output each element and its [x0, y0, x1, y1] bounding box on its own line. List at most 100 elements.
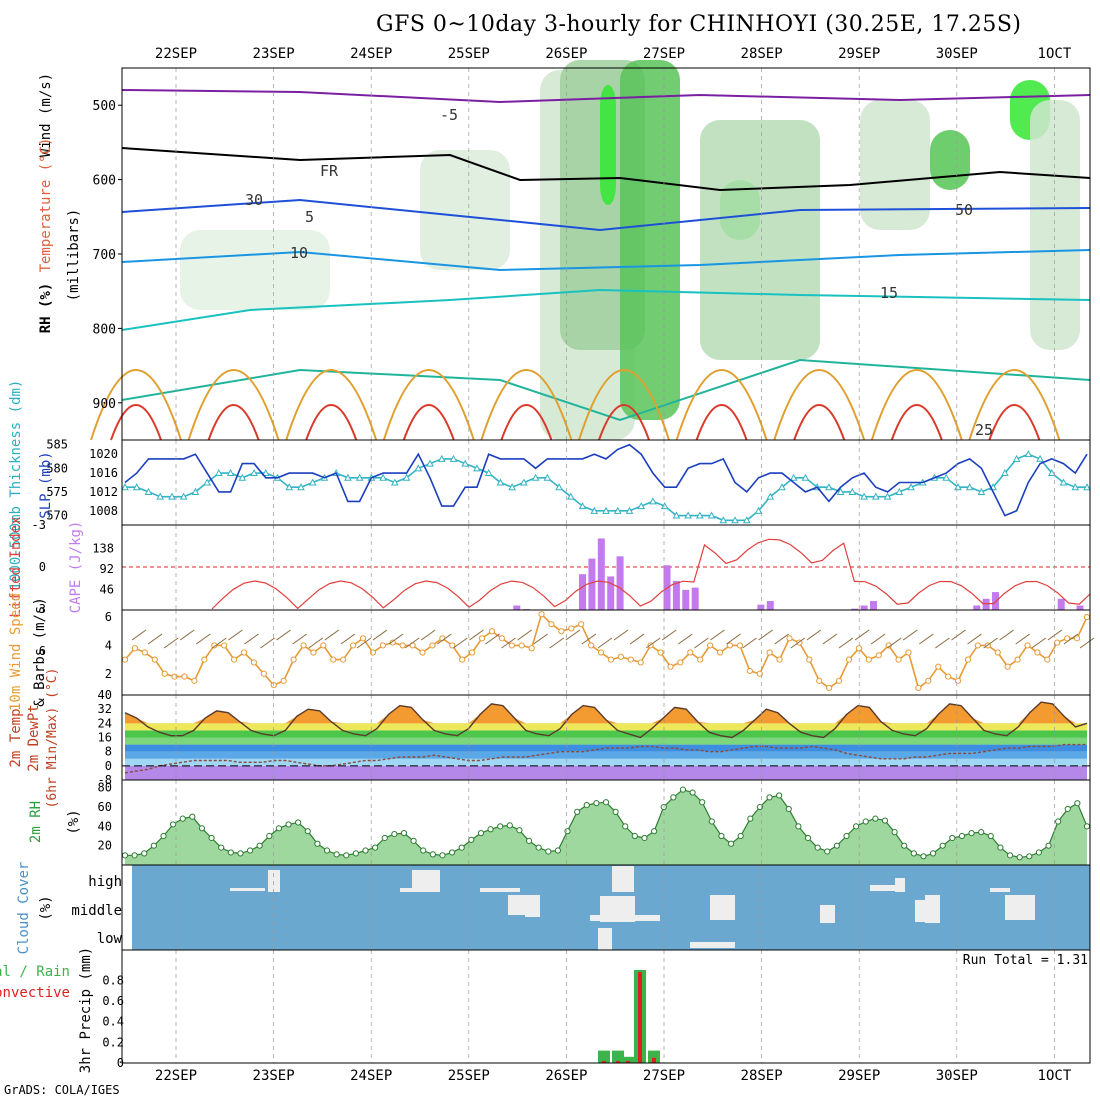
cape-bar: [513, 605, 521, 610]
precip-total-bar-4: [648, 1050, 660, 1063]
cape-bar: [757, 604, 765, 610]
wind10-point: [399, 642, 406, 649]
wind-barb: [758, 629, 773, 641]
wind10-point: [290, 656, 297, 663]
contour-surface-warm-6: [675, 369, 768, 441]
wind10-point: [300, 642, 307, 649]
wind-barb: [388, 633, 404, 645]
wind10-point: [558, 628, 565, 635]
wind10-point: [1014, 656, 1021, 663]
precip-total-bar-1: [612, 1050, 624, 1063]
thickness-point: [965, 483, 974, 491]
precip-conv-bar-3: [638, 972, 642, 1063]
rh-point: [651, 828, 658, 835]
wind10-point: [627, 656, 634, 663]
rh-point: [785, 805, 792, 813]
wind-barb: [163, 637, 179, 649]
dewpoint-line: [124, 743, 1087, 774]
rh-point: [506, 822, 513, 829]
wind-barb: [1031, 637, 1047, 649]
thickness-point: [156, 492, 165, 500]
thickness-ylabel: 1000-500mb Thickness (dm): [8, 380, 24, 591]
rh-point: [901, 842, 908, 849]
thickness-tick-0: 570: [46, 509, 68, 523]
wind10-point: [1034, 649, 1041, 656]
wind-barb: [1079, 637, 1095, 649]
rh-point: [141, 850, 148, 857]
thickness-point: [672, 511, 681, 519]
rh-point: [246, 847, 254, 854]
wind10-point: [776, 656, 783, 663]
wind10-point: [1024, 642, 1031, 649]
wind-barb: [147, 633, 163, 645]
rh-point: [275, 825, 283, 832]
contour-5: [121, 198, 1091, 232]
thickness-point: [531, 473, 540, 481]
cape-tick-1: 92: [100, 562, 114, 576]
rh-point: [756, 803, 764, 811]
wind-barb: [919, 633, 934, 645]
lifted-index-line: [211, 538, 1091, 610]
contour-label-2: 5: [305, 208, 314, 226]
contour-freezing: [121, 147, 1091, 192]
thickness-point: [684, 511, 692, 519]
wind-barb: [629, 633, 645, 645]
li-tick-0: -3: [32, 518, 46, 532]
contour-surface-hot-1: [207, 404, 260, 441]
thickness-point: [825, 483, 833, 491]
wind-ylabel-1: 10m Wind Speed: [8, 593, 24, 711]
rh-point: [939, 842, 946, 849]
rh-shade-10: [860, 100, 930, 230]
wind-barb: [581, 633, 597, 645]
thickness-point: [449, 454, 458, 462]
contour-surface-warm-0: [90, 369, 182, 441]
ua-ytick-0: 500: [93, 99, 116, 114]
slp-tick-1: 1012: [89, 485, 118, 499]
contour-label-3: 10: [290, 244, 308, 262]
thickness-point: [977, 487, 986, 495]
thickness-point: [942, 473, 951, 481]
contour-label-4: 15: [880, 284, 898, 302]
cloud-block-11: [710, 895, 735, 920]
wind10-point: [369, 649, 377, 656]
rh-point: [545, 848, 552, 855]
rh-point: [631, 832, 638, 840]
wind10-point: [469, 649, 476, 656]
cape-bar: [616, 556, 624, 610]
xtick-bottom-3: 25SEP: [448, 1068, 490, 1084]
thickness-tick-3: 585: [46, 438, 68, 452]
thickness-point: [297, 483, 305, 491]
rh-shade-11: [1030, 100, 1080, 350]
rh-point: [776, 792, 783, 799]
rh-point: [737, 832, 744, 840]
wind-barb: [854, 629, 870, 641]
wind10-point: [915, 684, 922, 692]
rh-point: [343, 852, 350, 859]
rh-point: [843, 832, 850, 840]
cape-bar: [860, 605, 868, 610]
wind10-point: [974, 642, 982, 649]
thickness-point: [1071, 483, 1080, 491]
rh-point: [833, 842, 840, 849]
cloud-block-0: [230, 888, 265, 891]
wind-barb: [1063, 633, 1079, 645]
rh-point: [458, 844, 465, 851]
wind-tick-2: 6: [105, 610, 112, 624]
wind10-point: [816, 677, 823, 684]
thickness-point: [789, 473, 798, 481]
rh-point: [266, 832, 273, 840]
rh-point: [689, 789, 696, 796]
temp-tick-5: 32: [98, 702, 112, 716]
wind-barb: [453, 637, 468, 649]
wind10-point: [905, 649, 912, 656]
thickness-point: [414, 464, 423, 472]
precip-conv-bar-4: [652, 1057, 656, 1063]
wind10-point: [350, 642, 357, 649]
rh-point: [766, 794, 773, 801]
wind10-point: [449, 642, 456, 649]
rh-point: [795, 823, 802, 830]
rh-point: [1083, 823, 1091, 830]
wind10-point: [677, 659, 684, 666]
cloud-block-6: [525, 895, 540, 917]
wind10-point: [716, 649, 724, 656]
